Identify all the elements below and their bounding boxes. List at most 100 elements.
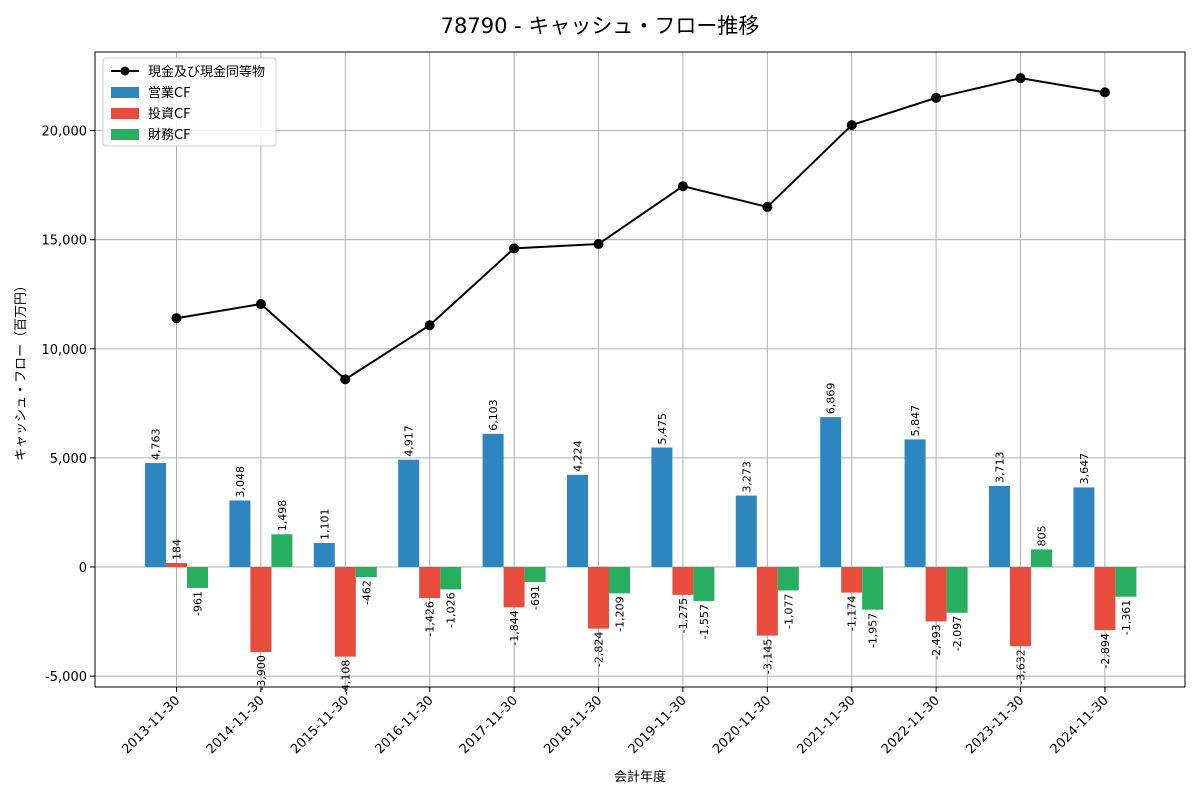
bar	[524, 566, 546, 583]
bar-series	[145, 417, 1137, 657]
bar-value-label: -1,026	[445, 592, 458, 627]
bar-value-label: 3,713	[994, 451, 1007, 483]
bar-value-label: -1,361	[1120, 600, 1133, 635]
bar-value-label: -1,557	[698, 604, 711, 639]
bar	[989, 485, 1010, 567]
x-tick-label: 2022-11-30	[879, 693, 943, 757]
cash-point	[593, 239, 604, 250]
bar	[777, 566, 799, 591]
y-tick-label: 0	[79, 561, 87, 576]
legend-swatch	[111, 87, 139, 98]
legend-box	[102, 57, 277, 147]
bar	[1031, 549, 1052, 567]
bar	[166, 562, 187, 567]
bar	[355, 566, 377, 578]
x-tick-label: 2019-11-30	[626, 693, 690, 757]
bar	[693, 566, 715, 601]
bar-value-label: -1,077	[782, 593, 795, 628]
bar	[756, 566, 778, 636]
cash-point	[931, 92, 942, 103]
bar-value-label: 1,498	[276, 500, 289, 532]
bar-value-label: -3,145	[761, 639, 774, 674]
x-tick-label: 2018-11-30	[541, 693, 605, 757]
cash-point	[677, 181, 688, 192]
bar-value-label: -4,108	[339, 660, 352, 695]
bar	[1073, 487, 1095, 567]
bar	[271, 534, 293, 567]
x-tick-label: 2024-11-30	[1048, 693, 1112, 757]
bar-value-label: 3,048	[234, 466, 247, 498]
cash-point	[340, 374, 351, 385]
plot-frame	[94, 51, 1186, 688]
chart-title: 78790 - キャッシュ・フロー推移	[441, 14, 760, 38]
bar-value-label: 4,224	[572, 440, 585, 472]
legend-swatch	[111, 129, 139, 140]
x-tick-label: 2020-11-30	[710, 693, 774, 757]
bar-value-label: 6,869	[825, 383, 838, 415]
bar-value-label: 3,273	[740, 461, 753, 493]
bar	[440, 566, 462, 590]
legend-marker	[120, 66, 130, 76]
bar-value-label: -462	[360, 580, 373, 605]
bar	[313, 542, 335, 567]
y-tick-label: -5,000	[45, 670, 87, 685]
x-tick-label: 2013-11-30	[119, 693, 183, 757]
cash-point	[762, 201, 773, 212]
cash-point	[509, 243, 520, 254]
bar-value-label: -3,900	[255, 655, 268, 690]
y-tick-label: 15,000	[42, 234, 88, 249]
x-tick-label: 2021-11-30	[794, 693, 858, 757]
cash-point	[1099, 87, 1110, 98]
legend-label: 財務CF	[148, 128, 191, 143]
bar	[841, 566, 863, 593]
bar-value-label: 5,475	[656, 413, 669, 445]
x-tick-label: 2016-11-30	[372, 693, 436, 757]
x-tick-label: 2015-11-30	[288, 693, 352, 757]
bar	[588, 566, 609, 629]
data-labels: 4,763 3,048 1,101 4,917 6,103 4,224 5,475 3,273…	[150, 383, 1133, 696]
bar-value-label: -691	[529, 585, 542, 610]
bar-value-label: -1,957	[867, 613, 880, 648]
bar-value-label: -1,275	[677, 598, 690, 633]
bar	[503, 566, 525, 608]
legend-swatch	[111, 108, 139, 119]
bar	[1115, 566, 1137, 597]
bar-value-label: 6,103	[487, 399, 500, 431]
bar-value-label: 4,763	[150, 429, 163, 461]
bar	[862, 566, 884, 610]
cash-point	[424, 320, 435, 331]
y-tick-label: 20,000	[42, 125, 88, 140]
bar	[187, 566, 208, 588]
cash-point	[1015, 73, 1026, 84]
bar-value-label: -2,493	[930, 624, 943, 659]
bar	[735, 495, 757, 567]
bar	[1094, 566, 1116, 631]
legend-label: 営業CF	[148, 85, 191, 101]
plot-area	[95, 52, 1185, 687]
bar	[567, 474, 588, 567]
y-tick-label: 10,000	[42, 343, 88, 358]
bar	[946, 566, 968, 613]
cash-point	[846, 120, 857, 131]
cash-point	[171, 313, 182, 324]
bar-value-label: -2,097	[951, 616, 964, 651]
bar-value-label: -1,174	[846, 596, 859, 631]
bar-value-label: -1,426	[424, 601, 437, 636]
x-tick-label: 2017-11-30	[457, 693, 521, 757]
bar-value-label: -961	[192, 591, 205, 616]
bar	[419, 566, 441, 599]
legend-label: 投資CF	[148, 106, 191, 122]
bar	[398, 459, 420, 567]
bar-value-label: 1,101	[318, 508, 331, 540]
bar-value-label: -1,844	[508, 610, 521, 645]
bar-value-label: 805	[1036, 525, 1049, 546]
bar	[925, 566, 947, 622]
bar	[145, 463, 166, 567]
bar-value-label: -3,632	[1015, 649, 1028, 684]
bar-value-label: -2,824	[593, 632, 606, 667]
bar-value-label: 184	[171, 539, 184, 560]
bar	[651, 447, 673, 567]
legend-label: 現金及び現金同等物	[148, 64, 265, 80]
